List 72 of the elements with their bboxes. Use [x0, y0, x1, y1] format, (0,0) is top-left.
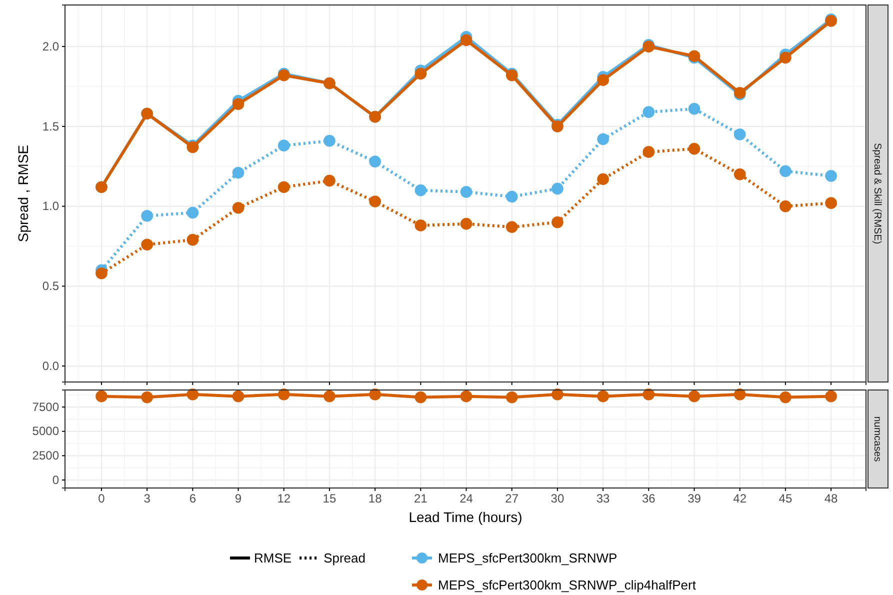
point	[597, 133, 609, 146]
point	[780, 165, 792, 178]
point	[642, 106, 655, 118]
point	[597, 74, 609, 86]
x-tick-label: 9	[234, 492, 242, 506]
point	[460, 34, 472, 46]
y-tick-label: 1.5	[42, 119, 60, 134]
y-tick-label: 2.0	[42, 39, 60, 54]
point	[232, 166, 244, 179]
point	[141, 210, 153, 222]
y-tick-label: 1.0	[42, 199, 60, 214]
y2-axis-title: numcases	[872, 416, 882, 462]
point	[688, 102, 700, 115]
y-tick-label: 7500	[32, 400, 60, 414]
point	[552, 182, 564, 195]
point	[414, 68, 427, 80]
point	[186, 206, 199, 219]
legend-label: MEPS_sfcPert300km_SRNWP_clip4halfPert	[438, 578, 696, 593]
point	[734, 168, 746, 180]
point	[780, 52, 792, 64]
x-tick-label: 27	[505, 492, 519, 506]
point	[278, 181, 290, 194]
point	[369, 156, 381, 168]
point	[460, 186, 472, 198]
point	[825, 197, 837, 209]
point	[825, 170, 837, 182]
point	[506, 190, 518, 203]
y-tick-label: 2500	[32, 448, 60, 463]
x-tick-label: 12	[277, 492, 291, 506]
point	[232, 98, 244, 110]
y2-axis-title: Spread & Skill (RMSE)	[872, 142, 882, 244]
x-tick-label: 18	[368, 492, 382, 506]
y-axis-title: Spread , RMSE	[15, 144, 31, 242]
x-tick-label: 0	[98, 492, 106, 506]
point	[688, 142, 700, 155]
point	[597, 173, 609, 186]
legend-label: MEPS_sfcPert300km_SRNWP	[438, 550, 618, 566]
x-tick-label: 48	[824, 492, 838, 506]
x-tick-label: 39	[688, 492, 702, 506]
point	[460, 218, 472, 230]
text: Spread	[324, 550, 366, 566]
point	[642, 146, 655, 158]
text: RMSE	[254, 550, 292, 566]
y-tick-label: 0.5	[42, 278, 60, 293]
x-tick-label: 24	[460, 492, 474, 506]
point	[278, 140, 290, 152]
point	[186, 234, 199, 246]
x-tick-label: 33	[596, 492, 610, 506]
point	[324, 134, 336, 147]
y-tick-label: 0.0	[42, 358, 60, 373]
x-tick-label: 6	[189, 492, 196, 506]
point	[506, 221, 518, 233]
y-tick-label: 0	[52, 472, 60, 487]
x-tick-label: 21	[414, 492, 428, 506]
x-tick-label: 3	[144, 492, 151, 506]
point	[232, 202, 244, 214]
point	[414, 184, 427, 196]
point	[324, 174, 336, 187]
point	[369, 196, 381, 208]
point	[780, 200, 792, 212]
point	[96, 267, 108, 280]
x-tick-label: 36	[642, 492, 656, 506]
point	[734, 128, 746, 140]
x-tick-label: 30	[550, 492, 564, 506]
x-axis-title: Lead Time (hours)	[408, 509, 522, 525]
x-tick-label: 15	[322, 492, 336, 506]
point	[414, 220, 427, 232]
point	[552, 216, 564, 228]
x-tick-label: 42	[733, 492, 747, 506]
x-tick-label: 45	[778, 492, 792, 506]
point	[141, 238, 153, 251]
y-tick-label: 5000	[32, 424, 60, 438]
